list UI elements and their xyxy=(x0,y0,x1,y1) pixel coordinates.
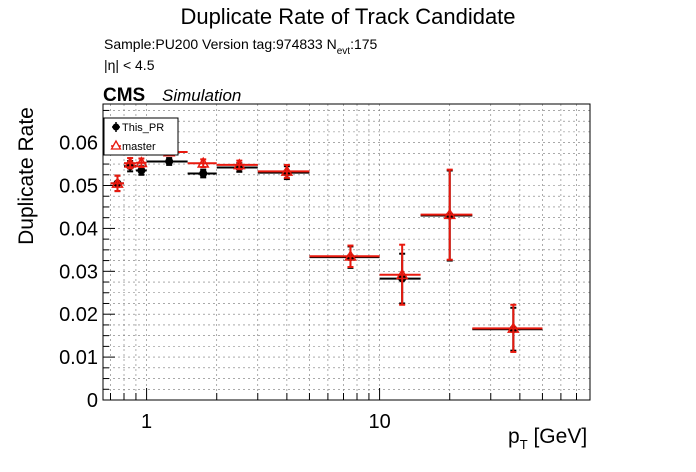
y-tick-label: 0.01 xyxy=(59,347,98,369)
data-point xyxy=(196,156,210,168)
data-point xyxy=(280,164,294,176)
series-this-pr xyxy=(110,157,543,352)
data-point xyxy=(344,249,357,261)
data-point xyxy=(135,156,148,168)
data-point xyxy=(443,208,457,220)
simulation-label: Simulation xyxy=(162,86,241,105)
data-series xyxy=(110,145,543,353)
eta-cut-label: |η| < 4.5 xyxy=(104,57,155,73)
sample-info: Sample:PU200 Version tag:974833 Nevt:175 xyxy=(104,36,378,57)
y-axis-label: Duplicate Rate xyxy=(15,107,38,245)
data-point xyxy=(123,156,137,168)
data-point xyxy=(165,157,174,166)
chart-title: Duplicate Rate of Track Candidate xyxy=(180,4,515,29)
data-point xyxy=(137,166,146,175)
data-point xyxy=(199,169,208,178)
y-tick-label: 0.05 xyxy=(59,176,98,198)
grid-lines xyxy=(103,104,590,400)
series-master xyxy=(110,145,543,353)
legend-master-label: master xyxy=(122,141,156,153)
y-tick-label: 0.04 xyxy=(59,218,98,240)
legend-master-marker xyxy=(110,139,122,150)
y-tick-label: 0 xyxy=(87,390,98,412)
x-axis-label-sub: T xyxy=(520,437,528,452)
axes: 1 10 0 0.01 0.02 0.03 0.04 0.05 0.06 xyxy=(59,103,591,433)
data-point xyxy=(111,176,124,188)
sample-info-main: Sample:PU200 Version tag:974833 N xyxy=(104,36,337,52)
y-tick-label: 0.03 xyxy=(59,261,98,283)
cms-label: CMS xyxy=(103,85,145,106)
sample-info-tail: :175 xyxy=(350,36,377,52)
x-axis-label-unit: [GeV] xyxy=(528,425,588,448)
x-tick-label: 10 xyxy=(368,411,390,433)
data-point xyxy=(395,268,409,280)
legend-this-pr-label: This_PR xyxy=(122,122,164,134)
data-point xyxy=(507,321,520,333)
y-tick-label: 0.02 xyxy=(59,304,98,326)
legend-this-pr-marker xyxy=(112,123,120,131)
legend: This_PR master xyxy=(103,117,179,156)
x-axis-label: pT [GeV] xyxy=(508,425,587,452)
data-point xyxy=(233,158,246,170)
x-axis-label-main: p xyxy=(508,425,520,448)
x-tick-label: 1 xyxy=(141,411,152,433)
plot-frame xyxy=(102,103,591,401)
sample-info-sub: evt xyxy=(337,46,351,57)
y-tick-label: 0.06 xyxy=(59,133,98,155)
